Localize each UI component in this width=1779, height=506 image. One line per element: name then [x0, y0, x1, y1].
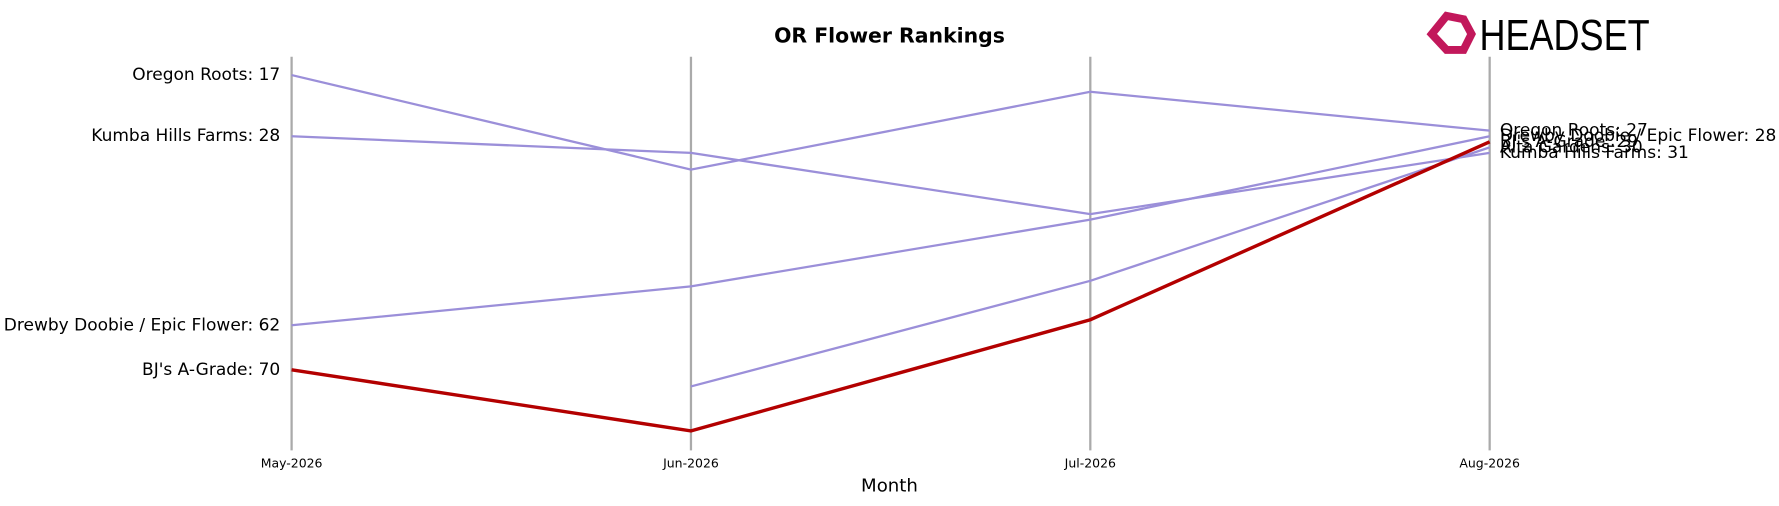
chart-title: OR Flower Rankings	[774, 23, 1005, 47]
value-label: Drewby Doobie / Epic Flower: 28	[1500, 126, 1776, 146]
value-label: BJ's A-Grade: 29	[1500, 132, 1638, 152]
value-label: Oregon Roots: 17	[132, 65, 280, 85]
value-label: Kumba Hills Farms: 28	[91, 126, 280, 146]
series-line	[291, 73, 1490, 171]
series-line	[291, 135, 1490, 216]
value-label: Kumba Hills Farms: 31	[1500, 143, 1689, 163]
value-label: Alta Gardens: 30	[1500, 137, 1643, 157]
x-axis-label: Month	[861, 476, 918, 497]
value-label: Drewby Doobie / Epic Flower: 62	[4, 315, 280, 335]
x-tick-label: Jul-2026	[1064, 456, 1116, 471]
value-label: Oregon Roots: 27	[1500, 121, 1648, 141]
series-line	[291, 135, 1490, 327]
series-line	[291, 140, 1491, 433]
series-line	[690, 146, 1491, 388]
x-tick-label: Aug-2026	[1459, 456, 1520, 471]
logo-text: HEADSET	[1479, 12, 1649, 60]
x-tick-label: Jun-2026	[662, 456, 719, 471]
logo: HEADSET	[1426, 11, 1650, 60]
x-tick-label: May-2026	[261, 456, 323, 471]
value-label: BJ's A-Grade: 70	[142, 360, 280, 380]
logo-mark	[1426, 11, 1476, 54]
